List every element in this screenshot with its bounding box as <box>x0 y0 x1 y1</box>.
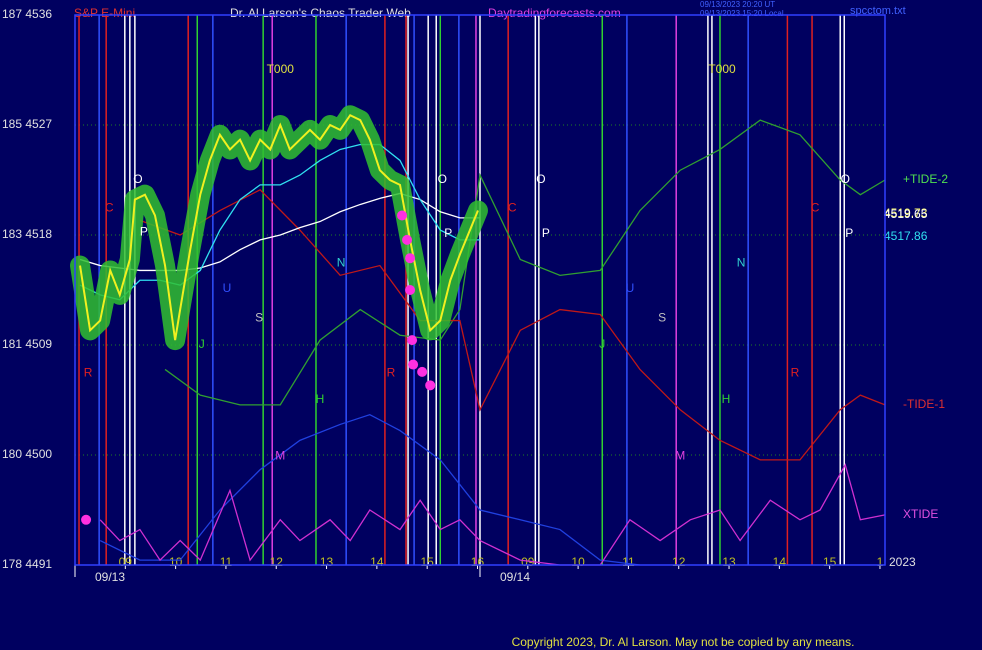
plot-frame <box>74 14 886 566</box>
date-label: 09/13 <box>95 570 125 584</box>
dot <box>425 380 436 391</box>
stamp: 09/13/2023 20:20 UT <box>700 0 775 9</box>
x-tick-label: 14 <box>773 555 787 569</box>
dot <box>408 359 419 370</box>
dot <box>402 234 413 245</box>
cycle-letter: R <box>791 365 800 379</box>
cycle-letter: N <box>337 255 346 269</box>
dot <box>417 366 428 377</box>
stamp: 09/13/2023 15:20 Local <box>700 9 784 18</box>
cycle-letter: O <box>536 172 545 186</box>
x-tick-label: 13 <box>320 555 334 569</box>
cycle-letter: O <box>133 172 142 186</box>
cycle-letter: P <box>140 225 148 239</box>
x-tick-label: 11 <box>622 555 635 569</box>
series-label: XTIDE <box>903 507 938 521</box>
cycle-letter: O <box>438 172 447 186</box>
cycle-letter: M <box>275 448 285 462</box>
y-tick-label: 187 4536 <box>2 7 52 21</box>
price-line <box>79 143 480 301</box>
cycle-letter: N <box>737 255 746 269</box>
y-tick-label: 178 4491 <box>2 557 52 571</box>
copyright: Copyright 2023, Dr. Al Larson. May not b… <box>512 635 855 649</box>
tide-line <box>164 119 886 406</box>
series-label: +TIDE-2 <box>903 172 948 186</box>
x-tick-label: 14 <box>370 555 384 569</box>
chart-title: Dr. Al Larson's Chaos Trader Web <box>230 6 411 20</box>
x-tick-label: 13 <box>722 555 736 569</box>
dot <box>81 514 92 525</box>
year-label: 2023 <box>889 555 916 569</box>
x-tick-label: 12 <box>672 555 686 569</box>
price-line <box>99 413 641 566</box>
x-tick-label: 11 <box>220 555 233 569</box>
price-line <box>79 192 480 272</box>
cycle-letter: T000 <box>708 62 736 76</box>
cycle-letter: M <box>675 448 685 462</box>
cycle-letter: C <box>105 200 114 214</box>
dot <box>405 253 416 264</box>
y-tick-label: 181 4509 <box>2 337 52 351</box>
cycle-letter: R <box>387 365 396 379</box>
x-tick-label: 12 <box>270 555 284 569</box>
site: Daytradingforecasts.com <box>488 6 621 20</box>
cycle-letter: H <box>316 392 325 406</box>
cycle-letter: J <box>199 337 205 351</box>
cycle-letter: C <box>811 200 820 214</box>
y-tick-label: 180 4500 <box>2 447 52 461</box>
instrument: S&P E-Mini <box>74 6 135 20</box>
cycle-letter: H <box>722 392 731 406</box>
x-tick-label: 10 <box>571 555 585 569</box>
tide-line <box>99 463 886 566</box>
cycle-letter: S <box>255 310 263 324</box>
cycle-letter: U <box>626 281 635 295</box>
x-tick-label: 10 <box>169 555 183 569</box>
cycle-letter: P <box>845 226 853 240</box>
cycle-letter: U <box>223 281 232 295</box>
date-label: 09/14 <box>500 570 530 584</box>
cycle-letter: C <box>508 200 517 214</box>
file-name: spcctom.txt <box>850 5 906 17</box>
last-value: 4519.73 <box>884 206 928 220</box>
last-value: 4519.65 <box>884 207 928 221</box>
x-tick-label: 15 <box>420 555 434 569</box>
cycle-letter: R <box>84 365 93 379</box>
cycle-letter: S <box>658 310 666 324</box>
x-tick-label: 15 <box>823 555 837 569</box>
x-tick-label: 1 <box>877 555 884 569</box>
cycle-letter: T000 <box>267 62 295 76</box>
tide-line <box>139 188 886 461</box>
x-tick-label: 16 <box>471 555 485 569</box>
y-tick-label: 185 4527 <box>2 117 52 131</box>
y-tick-label: 183 4518 <box>2 227 52 241</box>
cycle-letter: P <box>542 226 550 240</box>
cycle-letter: J <box>599 337 605 351</box>
dot <box>397 210 408 221</box>
x-tick-label: 09 <box>119 555 133 569</box>
cycle-letter: O <box>841 172 850 186</box>
last-value: 4517.86 <box>884 229 928 243</box>
dot <box>407 335 418 346</box>
dot <box>405 285 416 295</box>
price-line <box>79 113 479 341</box>
series-label: -TIDE-1 <box>903 397 945 411</box>
cycle-letter: P <box>444 226 452 240</box>
